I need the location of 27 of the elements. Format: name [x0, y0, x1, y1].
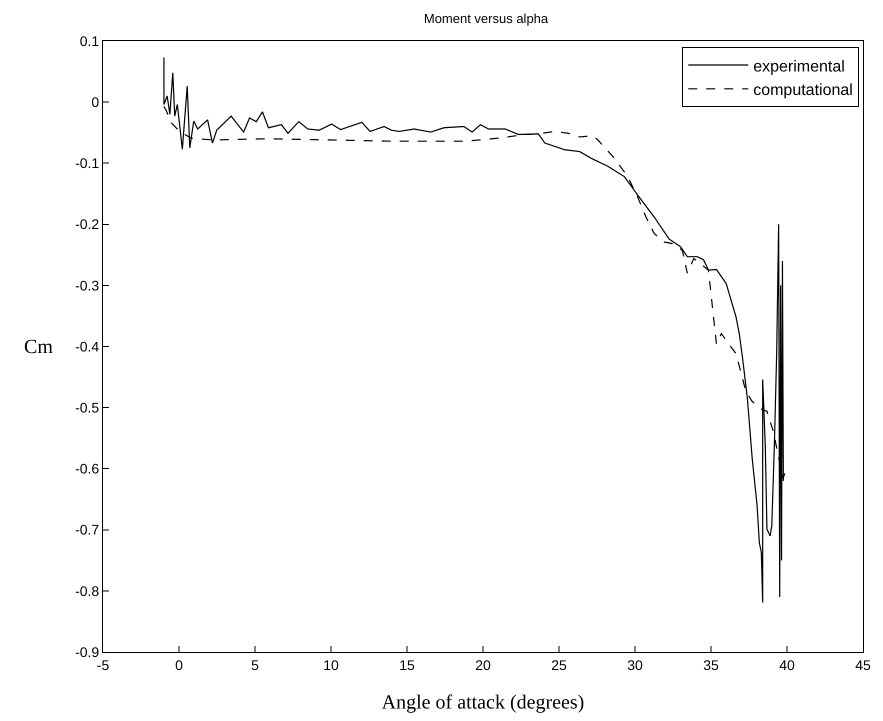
y-tick-label: -0.8	[75, 582, 100, 599]
legend-label: computational	[753, 82, 853, 100]
y-tick-label: -0.1	[75, 155, 100, 172]
x-tick-label: 10	[323, 656, 339, 673]
x-tick-label: 0	[175, 656, 184, 673]
y-tick-label: -0.4	[75, 338, 100, 354]
x-tick-label: 20	[475, 656, 491, 673]
x-tick-label: 25	[551, 656, 567, 673]
y-tick-label: -0.3	[75, 277, 100, 294]
y-tick-label: 0.1	[80, 32, 100, 49]
x-tick-label: 35	[703, 656, 719, 673]
x-tick-label: 45	[855, 656, 871, 673]
y-tick-label: 0	[91, 94, 100, 110]
x-tick-label: 5	[251, 656, 260, 673]
legend-label: experimental	[753, 58, 845, 76]
y-tick-label: -0.9	[75, 644, 100, 660]
y-tick-label: -0.2	[75, 216, 100, 232]
x-tick-label: 15	[399, 656, 415, 673]
x-tick-label: -5	[96, 656, 110, 673]
chart-title: Moment versus alpha	[424, 11, 549, 26]
y-tick-label: -0.6	[75, 460, 100, 477]
x-axis-title: Angle of attack (degrees)	[382, 691, 584, 714]
y-tick-label: -0.5	[75, 400, 100, 416]
x-tick-label: 30	[627, 656, 643, 673]
y-tick-label: -0.7	[75, 522, 100, 538]
x-tick-label: 40	[779, 656, 795, 673]
y-axis-title: Cm	[24, 336, 54, 358]
